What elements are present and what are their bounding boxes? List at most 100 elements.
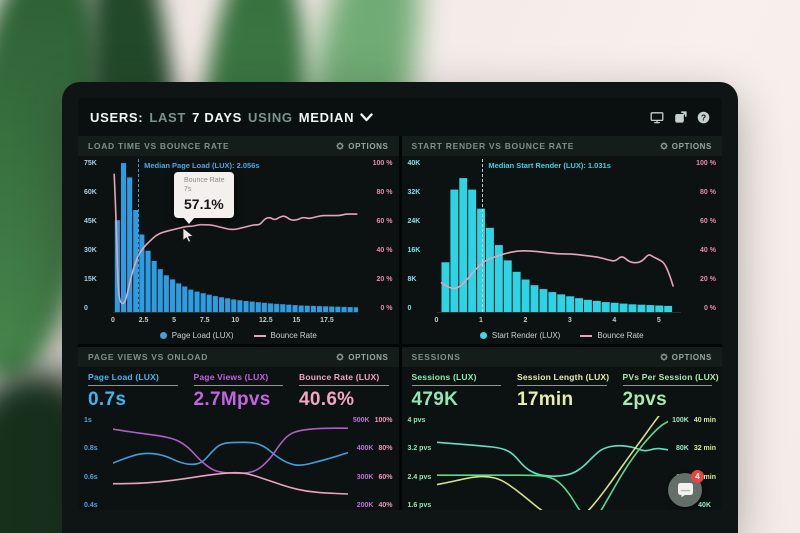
chart-plot[interactable]: Median Page Load (LUX): 2.056s: [113, 159, 358, 313]
chart-plot[interactable]: [113, 416, 348, 510]
legend-dot-swatch: [479, 332, 487, 339]
metric-rule: [411, 385, 501, 386]
days-label: 7 DAYS: [192, 109, 243, 125]
start-render-chart[interactable]: 40K 32K 24K 16K 8K 0 Median Start Render (LUX)…: [402, 156, 723, 327]
header-icons: ?: [650, 110, 710, 124]
pvs-per-session-lux--line: [436, 441, 668, 478]
metric-pvs-per-session-lux-: PVs Per Session (LUX) 2pvs: [622, 372, 719, 413]
legend-item[interactable]: Bounce Rate: [580, 331, 644, 340]
metric-row: Page Load (LUX) 0.7s Page Views (LUX) 2.7Mp…: [78, 367, 399, 413]
gear-icon: [660, 353, 668, 361]
chart-legend: Start Render (LUX) Bounce Rate: [402, 327, 723, 344]
bounce-rate-line: [113, 173, 358, 305]
chevron-down-icon[interactable]: [360, 112, 373, 122]
load-time-chart[interactable]: Bounce Rate 7s 57.1% 75K 60K 45K 30K 15K 0 Med…: [78, 156, 399, 327]
metric-bounce-rate-lux-: Bounce Rate (LUX) 40.6%: [299, 372, 389, 413]
y-axis-left: 4 pvs 3.2 pvs 2.4 pvs 1.6 pvs: [407, 417, 432, 509]
panel-title: PAGE VIEWS VS ONLOAD: [88, 352, 209, 362]
panel-header: START RENDER VS BOUNCE RATE OPTIONS: [401, 136, 722, 156]
x-axis: 0 2.5 5 7.5 10 12.5 15 17.5: [111, 317, 334, 324]
metric-row: Sessions (LUX) 479K Session Length (LUX) 17…: [402, 367, 723, 413]
legend-item[interactable]: Bounce Rate: [253, 331, 317, 340]
sessions-lux--line: [436, 420, 668, 510]
svg-text:?: ?: [701, 112, 706, 122]
options-label: OPTIONS: [671, 352, 712, 362]
metric-value: 2pvs: [622, 389, 668, 410]
y-axis-left: 1s 0.8s 0.6s 0.4s: [84, 417, 98, 509]
chart-tooltip: Bounce Rate 7s 57.1%: [174, 172, 235, 223]
bounce-rate-lux--line: [113, 471, 348, 495]
metric-rule: [622, 385, 712, 386]
panel-title: LOAD TIME VS BOUNCE RATE: [88, 141, 230, 151]
panel-sessions: SESSIONS OPTIONS Sessions (LUX) 479K Sessi…: [401, 347, 723, 510]
chart-canvas: [113, 163, 358, 312]
laptop: USERS: LAST 7 DAYS USING MEDIAN: [62, 82, 738, 533]
metric-session-length-lux-: Session Length (LUX) 17min: [517, 372, 610, 413]
panel-header: PAGE VIEWS VS ONLOAD OPTIONS: [78, 347, 399, 367]
page-views-lux--line: [113, 427, 348, 475]
top-panels-row: LOAD TIME VS BOUNCE RATE OPTIONS Bounce …: [78, 136, 722, 347]
options-button[interactable]: OPTIONS: [336, 142, 388, 151]
gear-icon: [336, 142, 344, 150]
metric-label: Page Views (LUX): [193, 372, 269, 382]
options-button[interactable]: OPTIONS: [660, 353, 712, 362]
page-views-chart[interactable]: 1s 0.8s 0.6s 0.4s 500K 100% 400K 80% 300K 60% 200K…: [78, 413, 399, 510]
panel-title: START RENDER VS BOUNCE RATE: [411, 141, 575, 151]
metric-label: Page Load (LUX): [88, 372, 160, 382]
median-dashed-line: [138, 159, 140, 312]
y-axis-right: 500K 100% 400K 80% 300K 60% 200K 40%: [352, 417, 393, 509]
session-length-lux--line: [436, 416, 660, 510]
legend-dot-swatch: [159, 332, 167, 339]
chat-widget-button[interactable]: 4: [668, 470, 704, 507]
y-axis-left: 40K 32K 24K 16K 8K 0: [407, 160, 421, 312]
panel-page-views-vs-onload: PAGE VIEWS VS ONLOAD OPTIONS Page Load (…: [78, 347, 399, 510]
metric-rule: [299, 385, 389, 386]
chart-plot[interactable]: [436, 416, 668, 510]
legend-label: Bounce Rate: [270, 331, 317, 340]
legend-item[interactable]: Page Load (LUX): [159, 331, 234, 340]
options-label: OPTIONS: [348, 141, 389, 151]
period-dropdown[interactable]: USERS: LAST 7 DAYS USING MEDIAN: [90, 110, 373, 125]
panel-load-time-vs-bounce-rate: LOAD TIME VS BOUNCE RATE OPTIONS Bounce …: [78, 136, 399, 344]
dashboard-screen: USERS: LAST 7 DAYS USING MEDIAN: [78, 98, 722, 510]
options-button[interactable]: OPTIONS: [336, 353, 388, 362]
median-label: MEDIAN: [298, 109, 355, 125]
page-load-lux--line: [113, 441, 348, 466]
metric-rule: [88, 385, 178, 386]
metric-label: Bounce Rate (LUX): [299, 372, 380, 382]
tooltip-value: 57.1%: [184, 195, 224, 212]
chat-icon: [677, 483, 693, 498]
legend-label: Page Load (LUX): [171, 331, 234, 340]
chart-legend: Page Load (LUX) Bounce Rate: [78, 327, 399, 344]
chart-canvas: [440, 178, 674, 312]
tooltip-x-value: 7s: [184, 185, 192, 193]
chart-canvas: [113, 427, 348, 495]
options-label: OPTIONS: [348, 352, 389, 362]
options-button[interactable]: OPTIONS: [660, 142, 712, 151]
chart-plot[interactable]: Median Start Render (LUX): 1.031s: [436, 159, 681, 313]
metric-label: Session Length (LUX): [517, 372, 610, 382]
notification-badge: 4: [691, 470, 704, 483]
metric-sessions-lux-: Sessions (LUX) 479K: [411, 372, 501, 413]
using-label: USING: [248, 109, 293, 125]
panel-start-render-vs-bounce-rate: START RENDER VS BOUNCE RATE OPTIONS 40K 3…: [401, 136, 723, 344]
metric-page-load-lux-: Page Load (LUX) 0.7s: [88, 372, 178, 413]
share-icon[interactable]: [674, 110, 687, 124]
metric-value: 40.6%: [299, 389, 355, 410]
last-label: LAST: [149, 109, 187, 125]
metric-rule: [517, 385, 607, 386]
median-dashed-line: [482, 159, 484, 312]
metric-page-views-lux-: Page Views (LUX) 2.7Mpvs: [193, 372, 283, 413]
metric-label: PVs Per Session (LUX): [622, 372, 719, 382]
monitor-icon[interactable]: [650, 111, 664, 124]
dashboard-header: USERS: LAST 7 DAYS USING MEDIAN: [78, 98, 722, 136]
legend-item[interactable]: Start Render (LUX): [479, 331, 560, 340]
help-icon[interactable]: ?: [697, 111, 710, 124]
legend-line-swatch: [580, 334, 593, 337]
y-axis-right: 100 % 80 % 60 % 40 % 20 % 0 %: [372, 160, 393, 312]
bounce-rate-line: [440, 249, 674, 290]
panel-title: SESSIONS: [411, 352, 461, 362]
panel-header: LOAD TIME VS BOUNCE RATE OPTIONS: [78, 136, 399, 156]
